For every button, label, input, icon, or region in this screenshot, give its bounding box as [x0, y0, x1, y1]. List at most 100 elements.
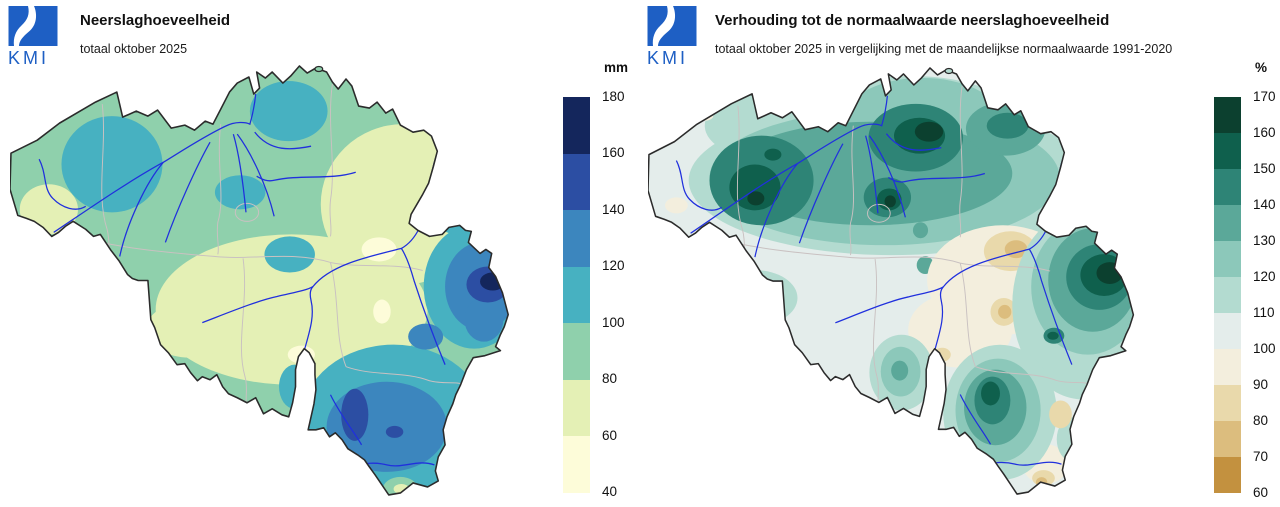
legend-tick-label: 120: [602, 258, 625, 273]
kmi-logo: KMI: [647, 6, 707, 67]
contour-region: [891, 360, 909, 381]
legend-tick-label: 100: [1253, 341, 1276, 356]
legend-band-cell: [563, 379, 590, 436]
contour-region: [341, 388, 369, 441]
river-path: [256, 171, 356, 182]
legend-unit-mm: mm: [604, 60, 629, 75]
legend-band-cell: [1214, 241, 1241, 277]
legend-precipitation: 180 160 140 120 100 80 60 40: [563, 89, 653, 499]
belgium-precipitation-map: [10, 65, 509, 496]
contour-region: [373, 299, 391, 324]
province-border-path: [872, 259, 882, 411]
legend-color-bar: [1214, 97, 1241, 493]
page-subtitle: totaal oktober 2025 in vergelijking met …: [715, 41, 1173, 56]
contour-region: [249, 81, 328, 142]
river-path: [754, 163, 798, 258]
province-borders-layer: [68, 83, 465, 412]
legend-tick-label: 70: [1253, 449, 1269, 464]
contour-region: [914, 121, 944, 142]
legend-band-cell: [563, 97, 590, 154]
legend-band-cell: [1214, 133, 1241, 169]
contour-region: [214, 175, 266, 210]
river-path: [835, 286, 944, 324]
river-path: [865, 135, 879, 214]
island-dot: [314, 65, 324, 73]
legend-band-cell: [1214, 97, 1241, 133]
contour-region: [727, 281, 781, 315]
legend-tick-label: 40: [602, 484, 618, 499]
legend-unit-percent: %: [1255, 60, 1268, 75]
contour-region: [695, 319, 781, 400]
contour-region: [665, 197, 688, 214]
river-path: [675, 160, 723, 211]
legend-tick-label: 60: [1253, 485, 1269, 500]
island-dot: [944, 67, 954, 75]
contour-region: [385, 425, 404, 438]
province-border-path: [216, 124, 222, 255]
belgium-ratio-map: [648, 67, 1135, 495]
legend-tick-label: 160: [1253, 125, 1276, 140]
contour-region: [264, 236, 315, 273]
contour-region: [61, 116, 163, 213]
river-path: [868, 135, 906, 218]
kmi-logo: KMI: [8, 6, 68, 67]
province-border-path: [849, 125, 855, 256]
river-path: [329, 394, 363, 446]
river-path: [885, 133, 942, 151]
legend-tick-label: 170: [1253, 89, 1276, 104]
kmi-logo-icon: [647, 6, 697, 46]
country-outline: [648, 67, 1135, 495]
province-border-path: [975, 366, 1091, 386]
page-title: Neerslaghoeveelheid: [80, 12, 231, 29]
legend-band-cell: [1214, 349, 1241, 385]
river-path: [888, 172, 986, 183]
province-border-path: [234, 202, 260, 222]
legend-tick-label: 60: [602, 428, 618, 443]
river-path: [236, 133, 275, 217]
legend-band-cell: [563, 210, 590, 267]
legend-tick-label: 90: [1253, 377, 1269, 392]
river-path: [690, 95, 888, 234]
legend-band-cell: [1214, 169, 1241, 205]
province-border-path: [704, 234, 1051, 272]
country-outline: [10, 65, 509, 496]
contour-region: [722, 347, 748, 374]
legend-tick-label: 180: [602, 89, 625, 104]
river-path: [400, 248, 446, 365]
contour-region: [764, 148, 782, 161]
contour-region: [361, 237, 397, 262]
province-border-path: [345, 366, 465, 386]
legend-tick-label: 80: [602, 371, 618, 386]
panel-ratio-to-normal: KMI Verhouding tot de normaalwaarde neer…: [640, 0, 1280, 507]
contour-region: [279, 364, 311, 409]
kmi-logo-text: KMI: [8, 48, 50, 68]
province-border-path: [867, 203, 891, 223]
legend-tick-label: 120: [1253, 269, 1276, 284]
contour-region: [998, 304, 1012, 319]
contour-region: [464, 297, 504, 342]
legend-band-cell: [563, 153, 590, 210]
legend-tick-label: 160: [602, 145, 625, 160]
river-path: [164, 141, 211, 243]
legend-band-cell: [563, 436, 590, 493]
legend-band-cell: [1214, 277, 1241, 313]
contour-region: [450, 484, 467, 495]
legend-tick-label: 140: [1253, 197, 1276, 212]
contour-region: [65, 279, 120, 320]
legend-tick-label: 150: [1253, 161, 1276, 176]
legend-ratio: 170 160 150 140 130 120 110 100 90 80 70…: [1214, 89, 1280, 500]
contour-region: [231, 443, 275, 470]
contour-fills: [10, 66, 509, 495]
province-border-path: [329, 83, 333, 237]
contour-region: [912, 222, 929, 239]
contour-region: [884, 195, 896, 208]
kmi-logo-icon: [8, 6, 58, 46]
contour-region: [408, 323, 444, 350]
legend-band-cell: [1214, 385, 1241, 421]
river-path: [254, 131, 312, 150]
province-border-path: [330, 262, 347, 367]
legend-tick-label: 80: [1253, 413, 1269, 428]
river-path: [1028, 248, 1073, 365]
river-path: [38, 158, 87, 210]
